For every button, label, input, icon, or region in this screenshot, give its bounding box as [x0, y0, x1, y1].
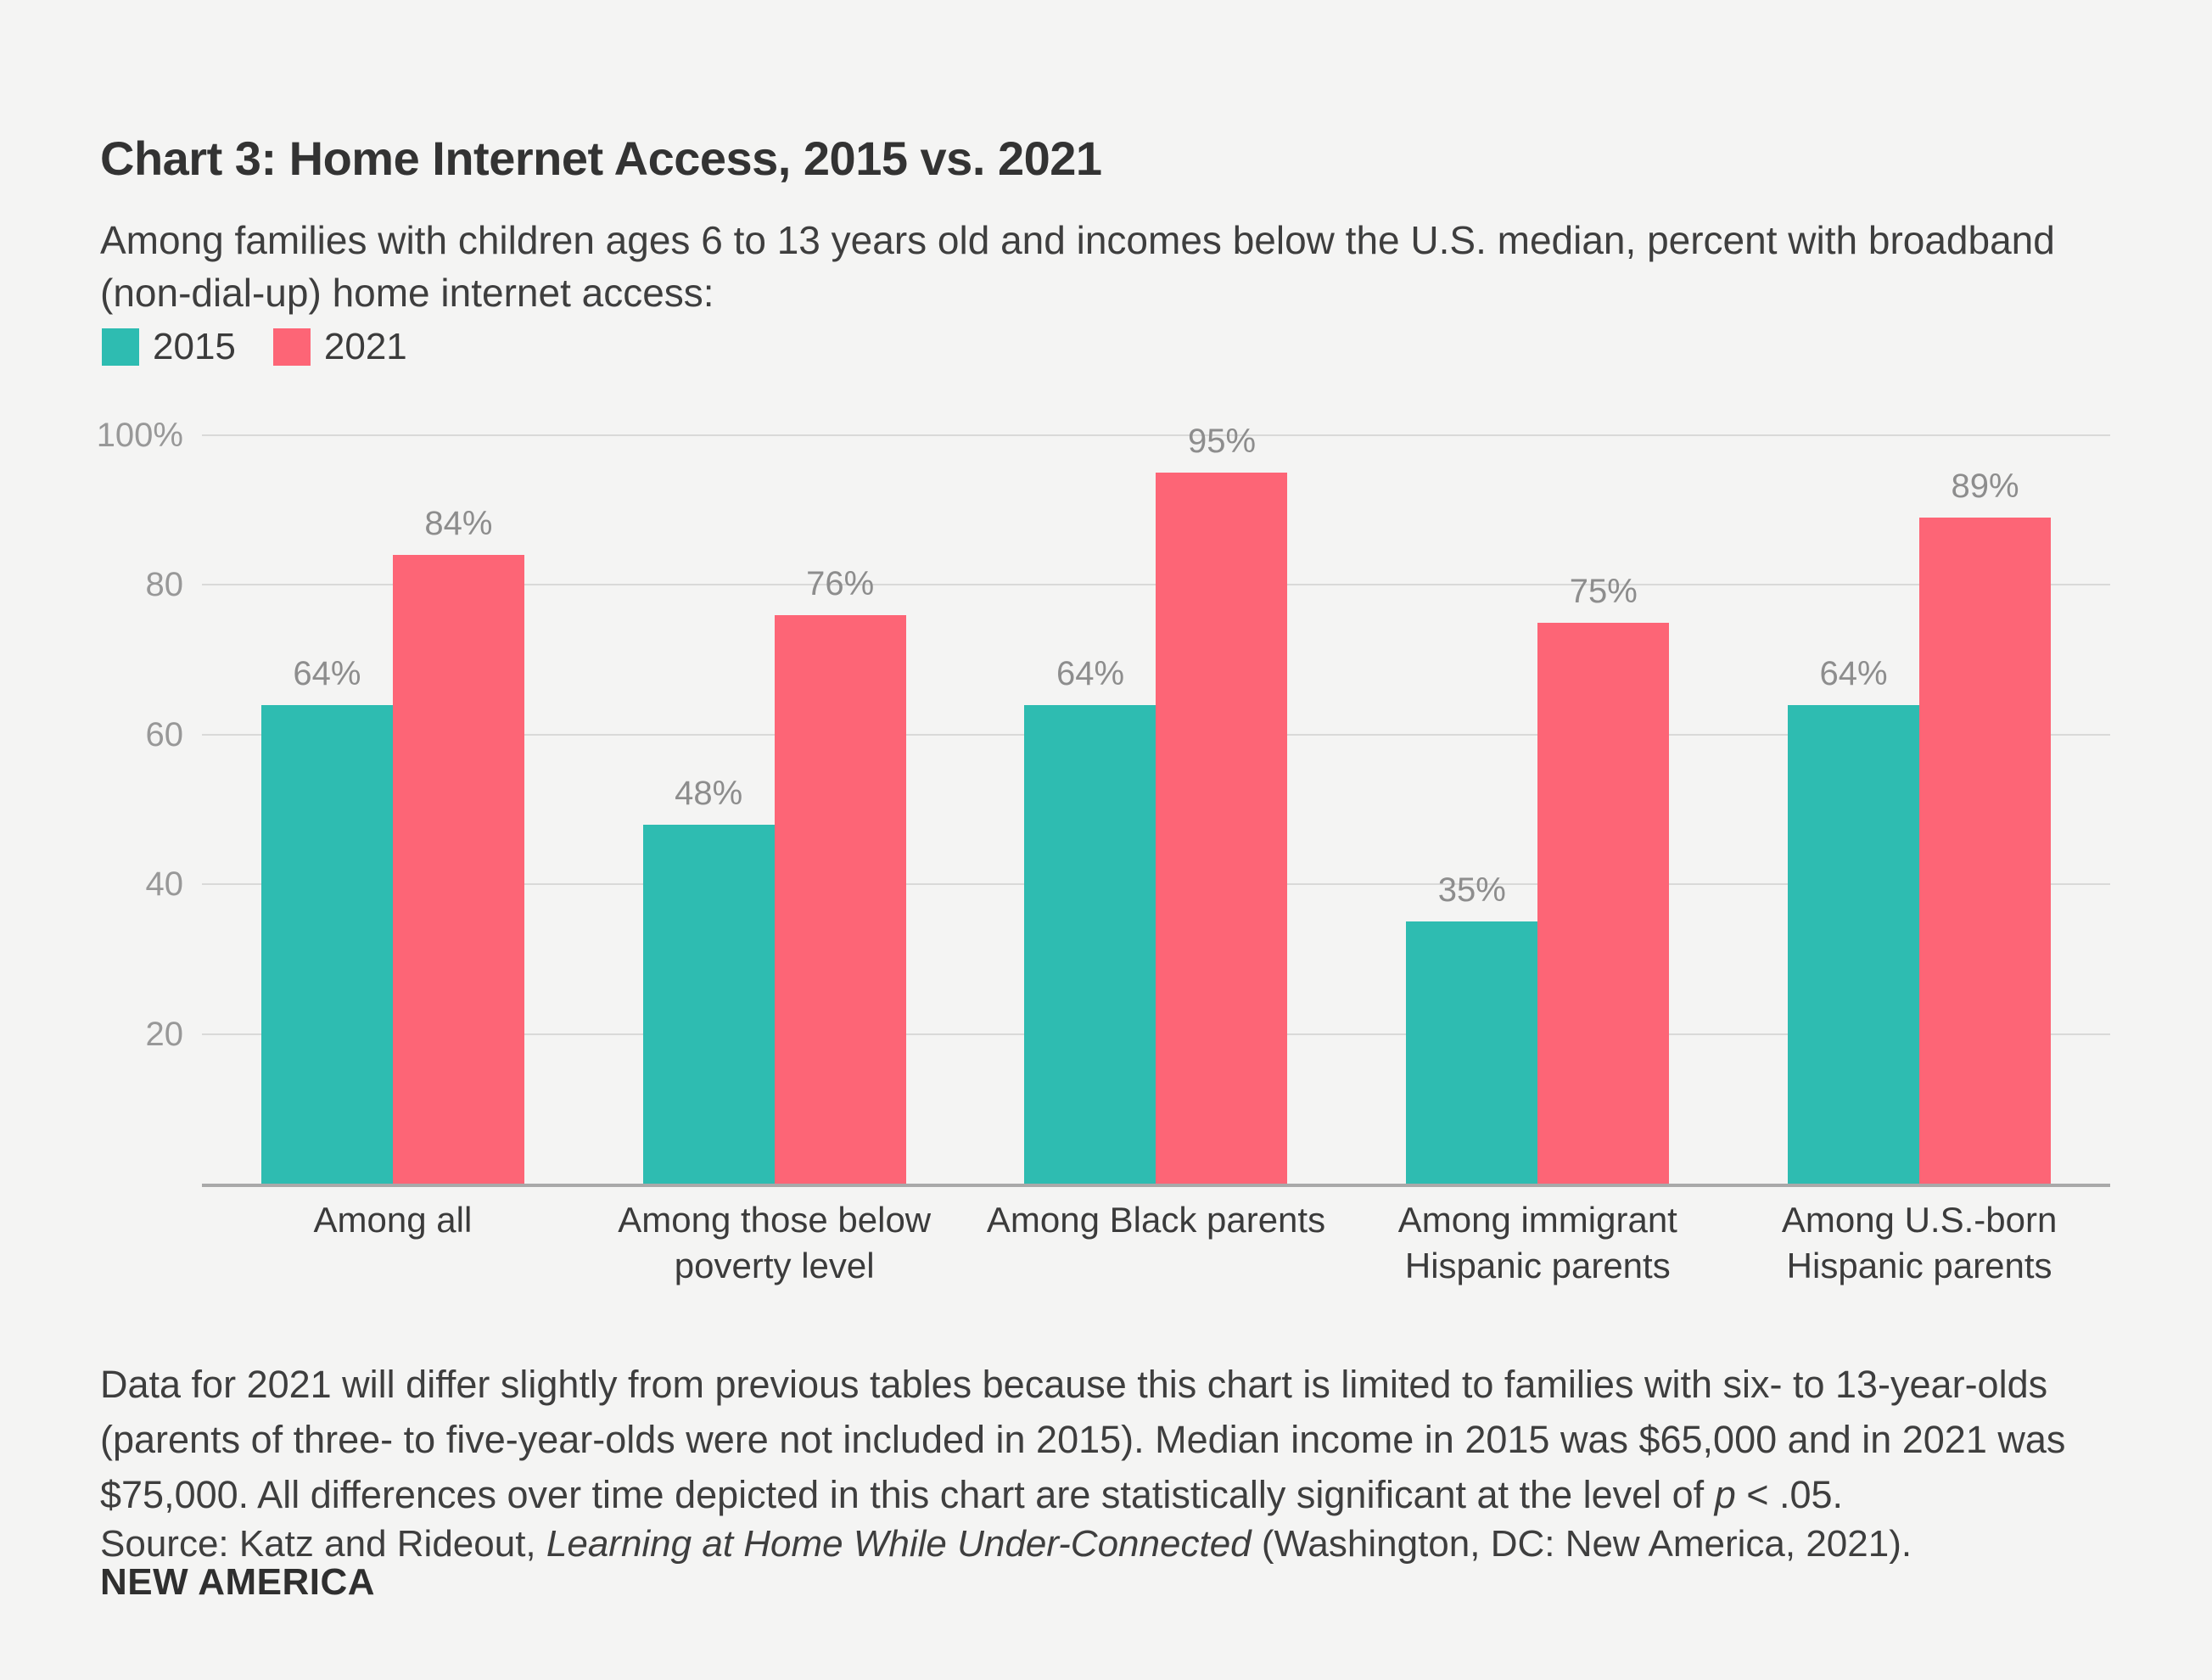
bar-value-label: 64%: [293, 654, 361, 692]
x-axis-category-label: Among Black parents: [986, 1200, 1326, 1240]
footnote-p-symbol: p: [1714, 1473, 1736, 1516]
footnote-text: Data for 2021 will differ slightly from …: [100, 1363, 2066, 1516]
source-line: Source: Katz and Rideout, Learning at Ho…: [100, 1520, 2153, 1568]
bar-value-label: 76%: [806, 564, 875, 602]
bar-group: 64% 84% Among all: [202, 435, 584, 1240]
bar-value-label: 75%: [1569, 572, 1638, 610]
bar-value-label: 84%: [424, 505, 493, 543]
bar-value-label: 95%: [1187, 423, 1257, 461]
legend-label: 2015: [153, 326, 236, 367]
bar-2021: 75%: [1537, 573, 1670, 1184]
source-suffix: (Washington, DC: New America, 2021).: [1251, 1523, 1912, 1565]
x-axis-category-label: Among those below poverty level: [618, 1200, 932, 1285]
source-prefix: Source: Katz and Rideout,: [100, 1523, 546, 1565]
bar-2021: 95%: [1156, 423, 1288, 1184]
legend-label: 2021: [323, 326, 407, 367]
bar-2015: 35%: [1406, 871, 1538, 1184]
bar-value-label: 64%: [1819, 654, 1888, 692]
x-axis-category-label: Among immigrant Hispanic parents: [1397, 1200, 1677, 1285]
bar-value-label: 48%: [675, 774, 743, 812]
bar-group: 35% 75% Among immigrant Hispanic parents: [1347, 435, 1728, 1286]
bar-group: 64% 95% Among Black parents: [966, 423, 1347, 1240]
source-work-title: Learning at Home While Under-Connected: [546, 1523, 1252, 1565]
y-axis-tick-label: 20: [145, 1015, 184, 1053]
bar-2015: 64%: [1788, 655, 1920, 1184]
legend-swatch-icon: [102, 328, 139, 366]
bar-2021: 89%: [1919, 468, 2052, 1184]
x-axis-category-label: Among all: [313, 1200, 473, 1240]
bar-group: 48% 76% Among those below poverty level: [584, 435, 966, 1285]
bar-value-label: 35%: [1437, 871, 1506, 910]
bar-group: 64% 89% Among U.S.-born Hispanic parents: [1728, 435, 2110, 1285]
bar-2021: 84%: [392, 505, 524, 1184]
x-axis-line: [202, 1184, 2110, 1187]
bar-2015: 64%: [1024, 655, 1156, 1184]
footnote-text-end: < .05.: [1735, 1473, 1844, 1516]
gridline-100: [202, 434, 2110, 436]
y-axis-tick-label: 80: [145, 566, 184, 604]
legend-item-2015: 2015: [102, 326, 236, 368]
legend-item-2021: 2021: [272, 326, 407, 368]
bar-value-label: 89%: [1951, 468, 2019, 506]
y-axis-tick-label: 60: [145, 715, 184, 753]
bar-2021: 76%: [774, 565, 906, 1184]
legend: 2015 2021: [102, 326, 407, 368]
bar-2015: 48%: [642, 775, 775, 1184]
legend-swatch-icon: [272, 328, 311, 366]
new-america-wordmark: NEW AMERICA: [100, 1561, 376, 1603]
y-axis-tick-label: 40: [145, 865, 184, 904]
chart-title: Chart 3: Home Internet Access, 2015 vs. …: [100, 131, 1102, 185]
bar-value-label: 64%: [1056, 654, 1125, 692]
chart-subtitle: Among families with children ages 6 to 1…: [100, 218, 2055, 315]
bar-2015: 64%: [260, 655, 393, 1184]
x-axis-category-label: Among U.S.-born Hispanic parents: [1781, 1200, 2058, 1285]
y-axis-tick-label: 100%: [96, 417, 183, 454]
plot-area: 100% 80 60 40 20 64% 84% Among all 48% 76% Among t…: [97, 418, 2110, 1286]
footnote: Data for 2021 will differ slightly from …: [100, 1357, 2153, 1522]
